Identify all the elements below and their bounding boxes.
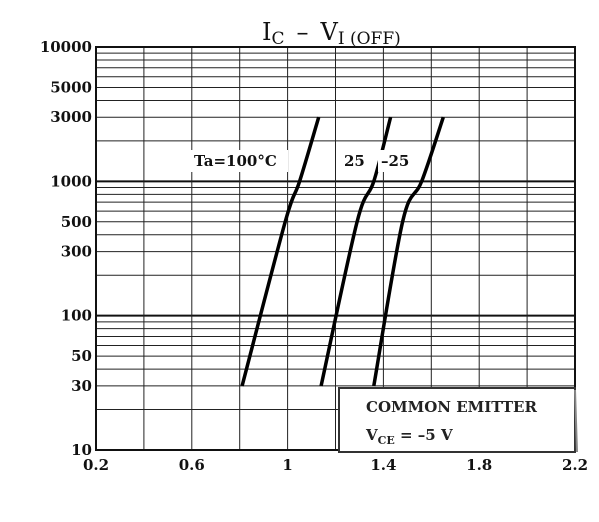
ta-label: Ta=100°C [194,152,277,170]
condition-box: COMMON EMITTER VCE = –5 V [338,387,578,453]
title-second-sub: I (OFF) [338,29,401,49]
title-second: V [320,18,339,46]
x-tick-label: 1 [282,456,292,474]
y-tick-label: 100 [61,307,92,325]
box-line1: COMMON EMITTER [366,398,537,416]
y-tick-label: 300 [61,243,92,261]
label-25-bg [340,150,368,172]
y-tick-label: 1000 [50,172,92,190]
y-tick-label: 30 [71,377,92,395]
x-tick-label: 1.4 [370,456,396,474]
box-line2-main: V [365,426,378,444]
y-tick-label: 5000 [50,78,92,96]
y-tick-label: 10000 [40,38,92,56]
x-tick-label: 0.6 [179,456,205,474]
x-tick-labels: 0.2 0.6 1 1.4 1.8 2.2 [83,456,588,474]
box-line2-rest: = –5 V [395,426,453,444]
title-dash: – [297,18,309,46]
label-25: 25 [344,152,365,170]
chart-title: IC – VI (OFF) [262,18,401,49]
x-tick-label: 2.2 [562,456,588,474]
series-line-0 [240,116,321,387]
plot-frame [95,46,576,451]
title-main-sub: C [271,29,284,49]
series-line-2 [372,116,445,387]
y-tick-label: 500 [61,213,92,231]
box-line2: VCE = –5 V [365,426,453,447]
label-m25: –25 [381,152,409,170]
title-main: I [262,18,271,46]
x-tick-label: 0.2 [83,456,109,474]
y-tick-labels: 10 30 50 100 300 500 1000 3000 5000 10000 [40,38,92,459]
label-m25-bg [378,150,418,172]
y-tick-label: 50 [71,347,92,365]
box-line2-sub: CE [378,434,395,447]
y-tick-label: 3000 [50,108,92,126]
y-tick-label: 10 [71,441,92,459]
x-tick-label: 1.8 [466,456,492,474]
ta-label-bg [190,150,288,172]
